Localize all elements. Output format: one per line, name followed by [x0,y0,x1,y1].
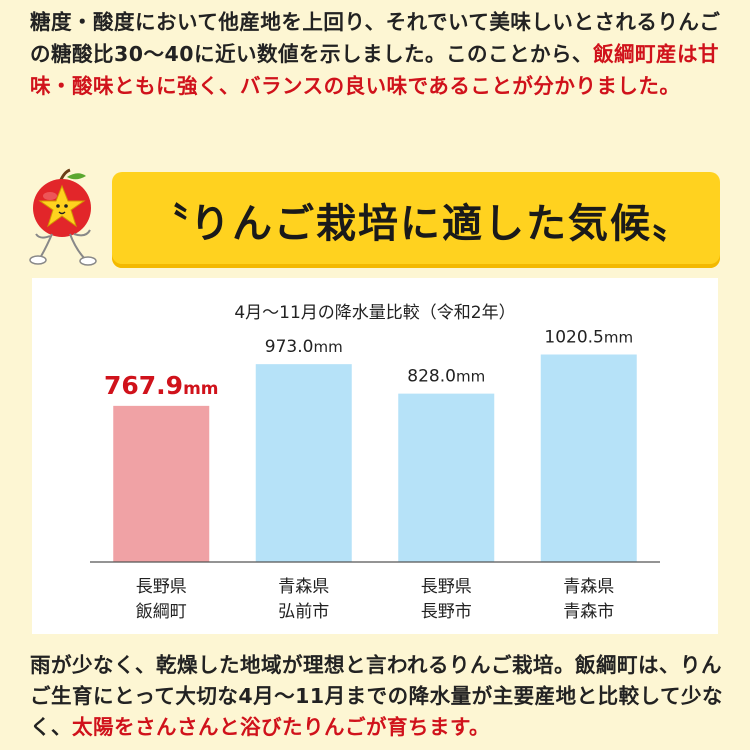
category-label-1-0: 青森県 [278,577,329,597]
bar-2 [398,393,495,562]
intro-text: 糖度・酸度において他産地を上回り、それでいて美味しいとされるりんごの糖酸比30〜… [30,10,721,66]
bar-1 [255,364,352,562]
intro-highlight-text: 飯綱町産は甘味・酸味ともに強く、バランスの良い味であることが分かりました。 [30,42,720,98]
bar-value-label-2: 828.0mm [407,367,485,387]
category-label-3-1: 青森市 [563,602,614,622]
apple-mascot-icon [20,168,112,268]
category-label-0-1: 飯綱町 [136,602,187,622]
banner-title: 〝りんご栽培に適した気候〟 [148,201,694,247]
section-banner: 〝りんご栽培に適した気候〟 [112,172,720,268]
intro-paragraph: 糖度・酸度において他産地を上回り、それでいて美味しいとされるりんごの糖酸比30〜… [30,6,730,102]
outro-paragraph: 雨が少なく、乾燥した地域が理想と言われるりんご栽培。飯綱町は、りんご生育にとって… [30,650,730,743]
outro-highlight-text: 太陽をさんさんと浴びたりんごが育ちます。 [72,715,490,739]
bar-3 [540,354,637,562]
category-label-2-1: 長野市 [421,602,472,622]
rainfall-chart: 4月〜11月の降水量比較（令和2年） 767.9mm 長野県飯綱町 973.0mm 青… [32,278,718,634]
category-label-0-0: 長野県 [136,577,187,597]
bar-value-label-3: 1020.5mm [544,327,633,347]
category-label-2-0: 長野県 [421,577,472,597]
category-label-3-0: 青森県 [563,577,614,597]
chart-title: 4月〜11月の降水量比較（令和2年） [234,303,515,323]
bar-0 [113,405,210,562]
bar-value-label-1: 973.0mm [265,337,343,357]
bar-value-label-0: 767.9mm [104,371,219,400]
outro-text: 雨が少なく、乾燥した地域が理想と言われるりんご栽培。飯綱町は、りんご生育にとって… [30,653,724,739]
category-label-1-1: 弘前市 [278,602,329,622]
